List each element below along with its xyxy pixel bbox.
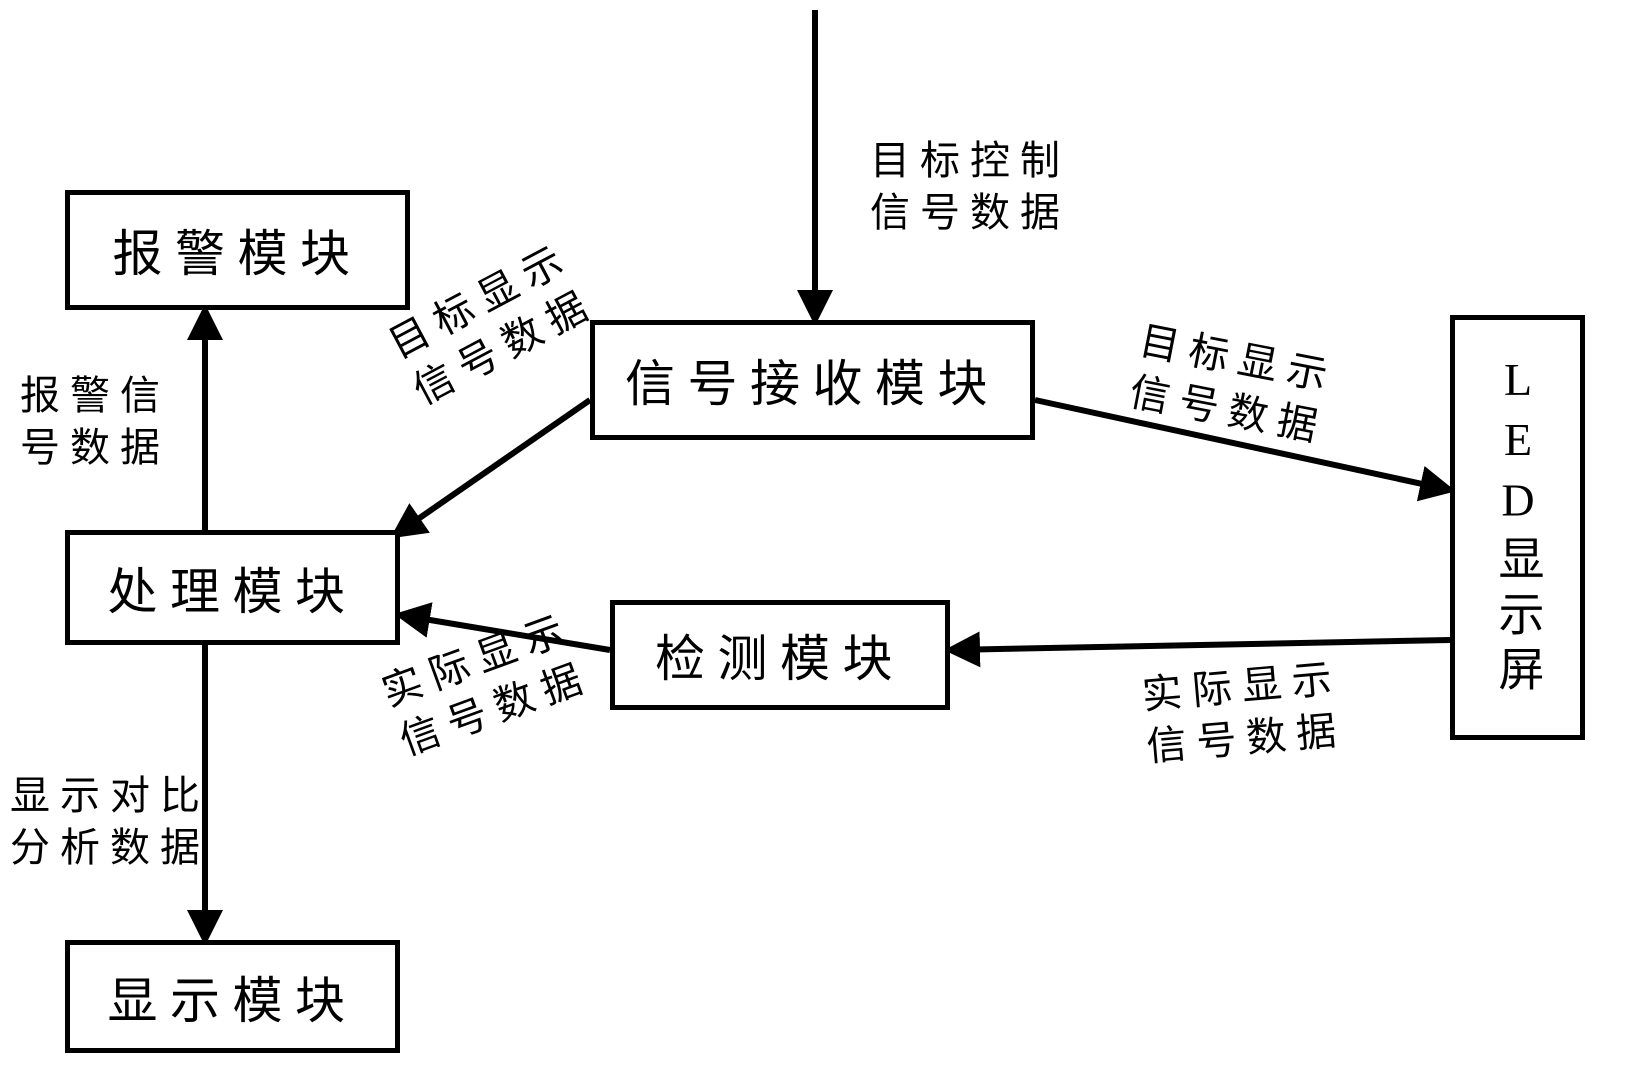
node-label: 显示模块 (108, 961, 358, 1033)
node-label: LED显示屏 (1485, 354, 1551, 700)
node-process-module: 处理模块 (65, 530, 400, 645)
node-led-screen: LED显示屏 (1450, 315, 1585, 740)
node-label: 报警模块 (113, 214, 363, 286)
node-alarm-module: 报警模块 (65, 190, 410, 310)
edge-label-detect-process: 实际显示 信号数据 (375, 602, 599, 768)
edge-label-process-display: 显示对比 分析数据 (10, 770, 210, 874)
node-display-module: 显示模块 (65, 940, 400, 1053)
edge-led-detect (950, 640, 1450, 650)
node-label: 检测模块 (655, 619, 905, 691)
node-signal-receive-module: 信号接收模块 (590, 320, 1035, 440)
edge-label-signal-led: 目标显示 信号数据 (1125, 315, 1341, 455)
edge-label-in-signal: 目标控制 信号数据 (870, 135, 1070, 239)
node-label: 信号接收模块 (625, 344, 1000, 416)
node-detect-module: 检测模块 (610, 600, 950, 710)
edge-label-signal-process: 目标显示 信号数据 (380, 231, 605, 417)
diagram-canvas: 报警模块 处理模块 显示模块 信号接收模块 检测模块 LED显示屏 目标控制 信… (0, 0, 1641, 1077)
edge-label-process-alarm: 报警信 号数据 (20, 370, 170, 474)
edge-label-led-detect: 实际显示 信号数据 (1140, 653, 1348, 774)
edge-signal-process (395, 400, 590, 535)
node-label: 处理模块 (108, 552, 358, 624)
